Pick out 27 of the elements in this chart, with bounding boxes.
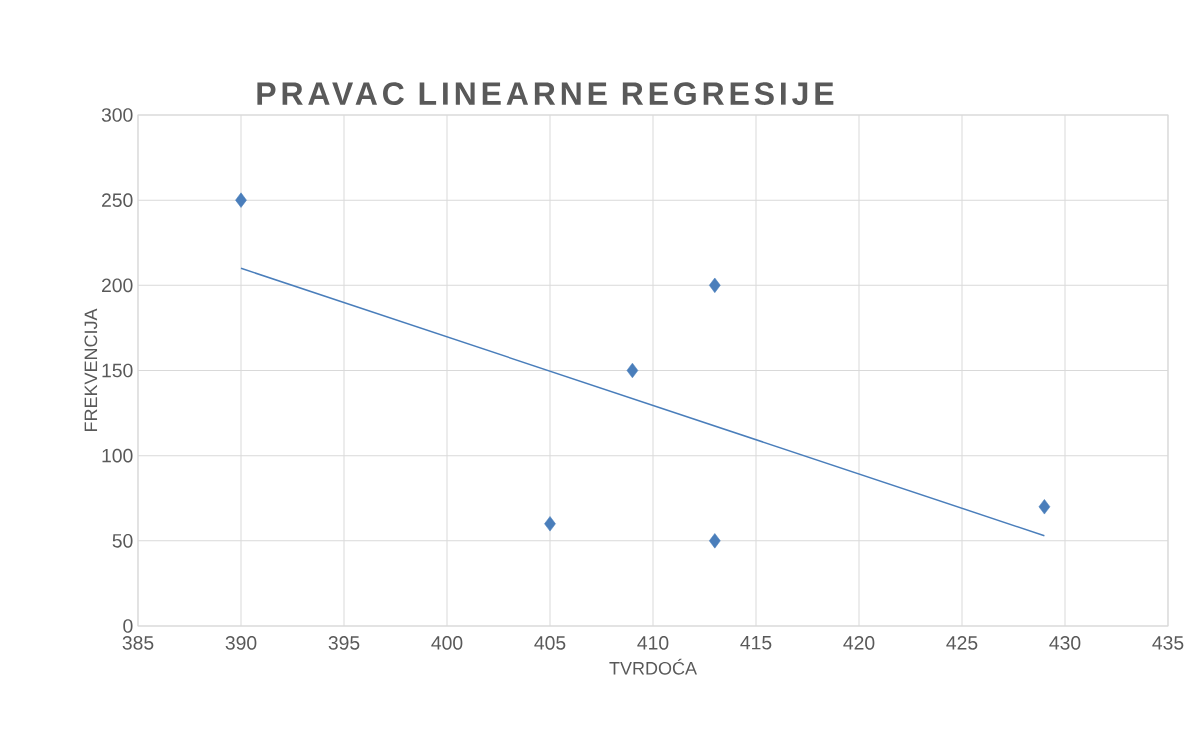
point bbox=[235, 192, 247, 208]
x-tick-label: 395 bbox=[328, 636, 360, 650]
point bbox=[709, 533, 721, 549]
y-tick-label: 300 bbox=[101, 108, 133, 122]
x-tick-label: 385 bbox=[122, 636, 154, 650]
point bbox=[544, 516, 556, 532]
x-tick-label: 415 bbox=[740, 636, 772, 650]
point bbox=[1038, 499, 1051, 515]
x-tick-label: 405 bbox=[534, 636, 566, 650]
x-axis-title: TVRDOĆA bbox=[609, 658, 697, 675]
y-tick-label: 0 bbox=[123, 619, 133, 633]
y-axis-title: FREKVENCIJA bbox=[84, 308, 98, 432]
x-tick-label: 400 bbox=[431, 636, 463, 650]
y-tick-label: 200 bbox=[102, 278, 133, 293]
x-tick-label: 420 bbox=[843, 636, 875, 650]
point bbox=[626, 362, 639, 379]
y-tick-label: 100 bbox=[102, 448, 133, 463]
x-tick-label: 435 bbox=[1152, 636, 1184, 650]
y-tick-label: 150 bbox=[102, 363, 133, 378]
y-tick-label: 250 bbox=[102, 193, 133, 207]
x-tick-label: 390 bbox=[225, 636, 257, 650]
y-tick-label: 50 bbox=[112, 533, 133, 548]
chart-title: PRAVAC LINEARNE REGRESIJE bbox=[257, 82, 834, 105]
point bbox=[709, 277, 721, 293]
x-tick-label: 430 bbox=[1049, 636, 1081, 650]
x-tick-label: 410 bbox=[637, 636, 669, 650]
x-tick-label: 425 bbox=[946, 636, 978, 650]
